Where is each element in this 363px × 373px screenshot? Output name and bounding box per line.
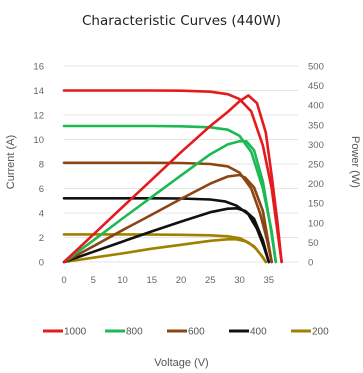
left-axis-ticks: 0 2 4 6 8 10 12 14 16	[33, 62, 44, 269]
current-curve-600	[62, 161, 274, 264]
legend-label-600: 600	[188, 327, 205, 338]
legend: 1000 800 600 400 200	[43, 327, 329, 338]
power-curve-600	[62, 173, 274, 264]
power-curve-1000	[62, 94, 283, 264]
y-tick-label: 14	[33, 86, 44, 97]
right-axis-ticks: 0 50 100 150 200 250 300 350 400 450 500	[308, 62, 324, 269]
y2-tick-label: 100	[308, 218, 324, 229]
x-tick-label: 5	[91, 275, 96, 286]
y-tick-label: 8	[39, 160, 44, 171]
y-tick-label: 10	[33, 135, 44, 146]
x-tick-label: 20	[176, 275, 187, 286]
legend-label-800: 800	[126, 327, 143, 338]
x-tick-label: 30	[234, 275, 245, 286]
y2-tick-label: 150	[308, 199, 324, 210]
power-curve-400	[62, 207, 271, 264]
y2-tick-label: 500	[308, 62, 324, 73]
y-tick-label: 6	[39, 184, 44, 195]
legend-label-400: 400	[250, 327, 267, 338]
y-axis-label: Current (A)	[5, 135, 17, 189]
y2-tick-label: 0	[308, 258, 313, 269]
y2-tick-label: 250	[308, 160, 324, 171]
power-curve-200	[62, 238, 268, 264]
current-curve-1000	[62, 89, 283, 264]
chart-title: Characteristic Curves (440W)	[82, 13, 281, 29]
x-tick-label: 0	[61, 275, 66, 286]
x-tick-label: 25	[205, 275, 216, 286]
y-tick-label: 16	[33, 62, 44, 73]
x-tick-label: 10	[117, 275, 128, 286]
x-tick-label: 15	[146, 275, 157, 286]
y2-tick-label: 200	[308, 179, 324, 190]
y2-tick-label: 300	[308, 140, 324, 151]
x-tick-label: 35	[263, 275, 274, 286]
y-tick-label: 2	[39, 233, 44, 244]
y2-tick-label: 450	[308, 81, 324, 92]
y-tick-label: 0	[39, 258, 44, 269]
y-tick-label: 12	[33, 111, 44, 122]
y-tick-label: 4	[39, 209, 44, 220]
x-axis-label: Voltage (V)	[154, 357, 208, 369]
x-axis-ticks: 0 5 10 15 20 25 30 35	[61, 275, 274, 286]
legend-label-200: 200	[312, 327, 329, 338]
y2-tick-label: 350	[308, 120, 324, 131]
y2-tick-label: 400	[308, 101, 324, 112]
series-lines	[62, 89, 283, 264]
legend-label-1000: 1000	[64, 327, 87, 338]
power-curve-800	[62, 140, 278, 264]
y2-tick-label: 50	[308, 238, 319, 249]
y2-axis-label: Power (W)	[349, 136, 361, 188]
